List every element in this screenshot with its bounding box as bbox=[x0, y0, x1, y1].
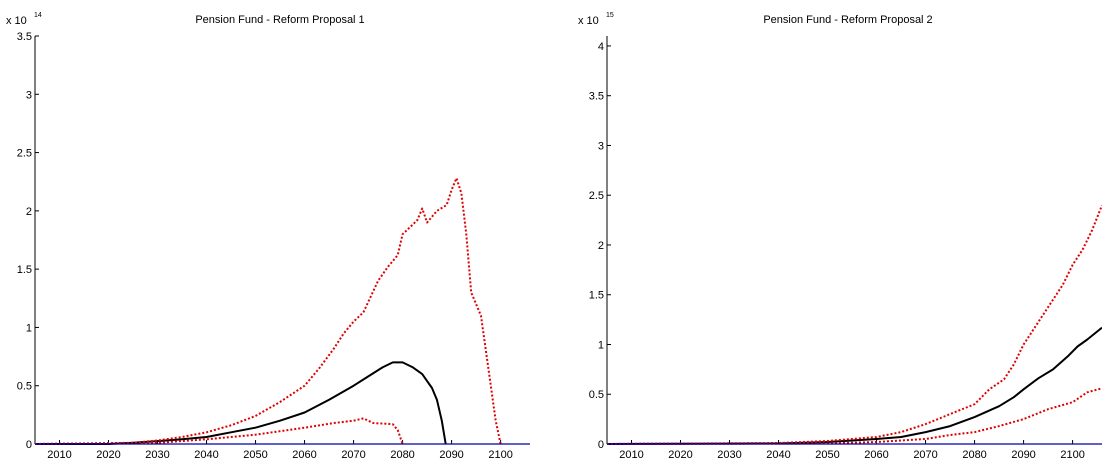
y-tick-label: 2 bbox=[598, 240, 604, 252]
y-tick-label: 4 bbox=[598, 41, 604, 53]
y-multiplier-exponent: 15 bbox=[606, 12, 614, 19]
x-tick-label: 2100 bbox=[1060, 449, 1084, 461]
x-tick-label: 2070 bbox=[913, 449, 937, 461]
series-layer bbox=[34, 177, 530, 445]
y-tick-label: 1.5 bbox=[17, 264, 32, 276]
x-tick-label: 2010 bbox=[47, 449, 71, 461]
x-tick-label: 2090 bbox=[439, 449, 463, 461]
y-tick-label: 2 bbox=[26, 206, 32, 218]
x-tick-label: 2030 bbox=[717, 449, 741, 461]
y-tick-label: 3.5 bbox=[589, 91, 604, 103]
y-tick-label: 2.5 bbox=[17, 148, 32, 160]
confidence-band-line bbox=[34, 177, 502, 445]
x-tick-label: 2080 bbox=[390, 449, 414, 461]
y-tick-label: 3.5 bbox=[17, 31, 32, 43]
y-tick-label: 1 bbox=[598, 339, 604, 351]
x-tick-label: 2060 bbox=[864, 449, 888, 461]
y-multiplier-base: x 10 bbox=[6, 15, 27, 27]
x-tick-label: 2100 bbox=[488, 449, 512, 461]
x-tick-label: 2030 bbox=[145, 449, 169, 461]
chart-title: Pension Fund - Reform Proposal 1 bbox=[195, 14, 364, 26]
series-layer bbox=[606, 204, 1102, 445]
x-tick-label: 2070 bbox=[341, 449, 365, 461]
x-tick-label: 2060 bbox=[292, 449, 316, 461]
chart-panel-reform-proposal-2: x 10 15 Pension Fund - Reform Proposal 2… bbox=[578, 12, 1102, 461]
median-series-line bbox=[35, 361, 447, 445]
y-multiplier-exponent: 14 bbox=[34, 12, 42, 19]
x-tick-label: 2050 bbox=[243, 449, 267, 461]
x-tick-label: 2050 bbox=[815, 449, 839, 461]
y-tick-label: 0.5 bbox=[589, 389, 604, 401]
y-tick-label: 0 bbox=[598, 439, 604, 451]
y-tick-label: 0.5 bbox=[17, 381, 32, 393]
median-series-line bbox=[606, 326, 1102, 445]
axes: 0 0.5 1 1.5 2 2.5 3 3.5 2010 2020 2030 2040 2050 2060… bbox=[17, 31, 530, 461]
x-tick-label: 2010 bbox=[619, 449, 643, 461]
axes: 0 0.5 1 1.5 2 2.5 3 3.5 4 2010 2020 2030 2040 2050 206… bbox=[589, 36, 1102, 461]
x-tick-label: 2040 bbox=[194, 449, 218, 461]
y-tick-label: 3 bbox=[598, 140, 604, 152]
x-tick-label: 2090 bbox=[1011, 449, 1035, 461]
chart-title: Pension Fund - Reform Proposal 2 bbox=[763, 14, 932, 26]
y-tick-label: 2.5 bbox=[589, 190, 604, 202]
chart-panel-reform-proposal-1: x 10 14 Pension Fund - Reform Proposal 1… bbox=[6, 12, 530, 461]
y-tick-label: 3 bbox=[26, 89, 32, 101]
confidence-band-line bbox=[606, 204, 1102, 445]
confidence-band-line bbox=[34, 417, 404, 445]
y-multiplier-base: x 10 bbox=[578, 15, 599, 27]
x-tick-label: 2040 bbox=[766, 449, 790, 461]
y-tick-label: 0 bbox=[26, 439, 32, 451]
y-tick-label: 1 bbox=[26, 322, 32, 334]
x-tick-label: 2080 bbox=[962, 449, 986, 461]
y-tick-label: 1.5 bbox=[589, 290, 604, 302]
confidence-band-line bbox=[606, 387, 1102, 445]
x-tick-label: 2020 bbox=[96, 449, 120, 461]
x-tick-label: 2020 bbox=[668, 449, 692, 461]
